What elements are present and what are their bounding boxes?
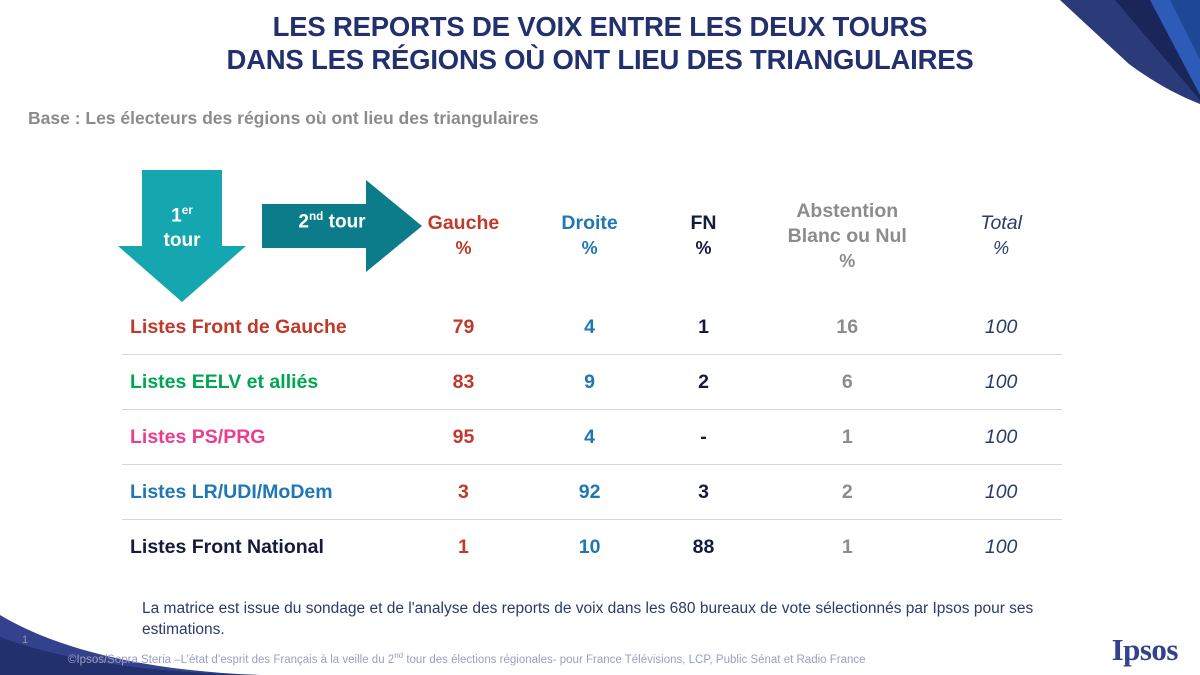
column-header-total-label: Total xyxy=(980,212,1022,234)
second-round-label: 2nd tour xyxy=(262,210,402,233)
cell-fn: 3 xyxy=(652,464,755,520)
page-title-line-1: LES REPORTS DE VOIX ENTRE LES DEUX TOURS xyxy=(272,11,928,42)
cell-total: 100 xyxy=(940,354,1062,410)
cell-gauche: 3 xyxy=(400,464,527,520)
ipsos-logo: Ipsos xyxy=(1111,632,1179,667)
table-row: Listes LR/UDI/MoDem 3 92 3 2 100 xyxy=(122,464,1062,520)
second-round-word: tour xyxy=(328,211,366,233)
column-header-gauche-unit: % xyxy=(455,238,472,258)
cell-total: 100 xyxy=(940,464,1062,520)
row-label-eelv: Listes EELV et alliés xyxy=(122,354,401,410)
cell-abstention: 2 xyxy=(754,464,941,520)
cell-gauche: 79 xyxy=(452,315,475,338)
cell-droite: 92 xyxy=(526,464,653,520)
second-round-number: 2 xyxy=(298,211,309,233)
base-subtitle: Base : Les électeurs des régions où ont … xyxy=(28,108,539,128)
table-row: Listes Front National 1 10 88 1 100 xyxy=(122,519,1062,574)
cell-fn: 2 xyxy=(652,354,755,410)
header-spacer xyxy=(122,172,400,300)
first-round-ordinal: er xyxy=(181,204,193,217)
cell-gauche: 83 xyxy=(400,354,527,410)
copyright-post: tour des élections régionales- pour Fran… xyxy=(403,653,866,666)
cell-abstention: 16 xyxy=(836,315,859,338)
column-header-gauche: Gauche % xyxy=(400,172,526,300)
column-header-abstention-unit: % xyxy=(839,250,856,271)
row-label-ps-prg: Listes PS/PRG xyxy=(122,409,401,465)
column-header-fn-unit: % xyxy=(695,238,712,258)
row-label-front-de-gauche: Listes Front de Gauche xyxy=(130,315,347,338)
cell-total: 100 xyxy=(940,409,1062,465)
column-header-droite-unit: % xyxy=(581,238,598,258)
cell-gauche: 95 xyxy=(400,409,527,465)
first-round-number: 1 xyxy=(171,205,182,227)
row-label-lr-udi-modem: Listes LR/UDI/MoDem xyxy=(122,464,401,520)
cell-gauche: 1 xyxy=(400,519,527,574)
row-label-front-national: Listes Front National xyxy=(122,519,401,574)
first-round-label: 1er tour xyxy=(118,198,246,253)
first-round-word: tour xyxy=(163,230,201,252)
cell-fn: - xyxy=(652,409,755,465)
cell-droite: 10 xyxy=(526,519,653,574)
table-row: Listes Front de Gauche 79 4 1 16 100 xyxy=(122,300,1062,355)
cell-droite: 4 xyxy=(526,409,653,465)
page-title-line-2: DANS LES RÉGIONS OÙ ONT LIEU DES TRIANGU… xyxy=(226,44,974,75)
column-header-fn: FN % xyxy=(653,172,754,300)
column-header-droite: Droite % xyxy=(526,172,652,300)
cell-total: 100 xyxy=(940,519,1062,574)
second-round-arrow: 2nd tour xyxy=(262,180,422,272)
copyright-line: ©Ipsos/Sopra Steria –L’état d’esprit des… xyxy=(68,651,866,666)
cell-fn: 88 xyxy=(652,519,755,574)
second-round-ordinal: nd xyxy=(308,210,324,223)
cell-total: 100 xyxy=(984,315,1018,338)
cell-droite: 4 xyxy=(584,315,596,338)
column-header-abstention-line-2: Blanc ou Nul xyxy=(787,224,907,247)
first-round-arrow: 1er tour xyxy=(118,170,246,302)
page-title: LES REPORTS DE VOIX ENTRE LES DEUX TOURS… xyxy=(0,10,1200,76)
column-header-total: Total % xyxy=(940,172,1062,300)
cell-abstention: 1 xyxy=(754,519,941,574)
page-number: 1 xyxy=(22,634,29,646)
cell-droite: 9 xyxy=(526,354,653,410)
footnote-text: La matrice est issue du sondage et de l'… xyxy=(142,600,1034,638)
arrow-down-icon xyxy=(118,170,246,302)
cell-abstention: 1 xyxy=(754,409,941,465)
copyright-ordinal: nd xyxy=(394,651,404,660)
column-header-gauche-label: Gauche xyxy=(427,212,500,234)
cell-abstention: 6 xyxy=(754,354,941,410)
column-header-total-unit: % xyxy=(993,238,1010,258)
column-header-abstention: Abstention Blanc ou Nul % xyxy=(754,172,940,300)
vote-transfer-table: Gauche % Droite % FN % Abstention Blanc … xyxy=(122,172,1062,574)
table-row: Listes PS/PRG 95 4 - 1 100 xyxy=(122,409,1062,465)
column-header-abstention-line-1: Abstention xyxy=(796,199,899,222)
column-header-fn-label: FN xyxy=(690,212,717,234)
arrow-right-icon xyxy=(262,180,422,272)
table-header-row: Gauche % Droite % FN % Abstention Blanc … xyxy=(122,172,1062,300)
table-row: Listes EELV et alliés 83 9 2 6 100 xyxy=(122,354,1062,410)
copyright-pre: ©Ipsos/Sopra Steria –L’état d’esprit des… xyxy=(68,653,395,666)
column-header-droite-label: Droite xyxy=(561,212,618,234)
cell-fn: 1 xyxy=(698,315,709,338)
